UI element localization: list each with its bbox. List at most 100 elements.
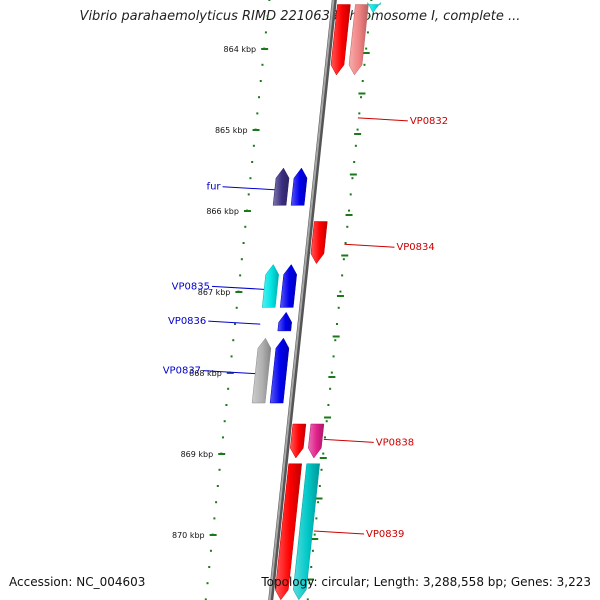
minor-tick-right [313, 533, 316, 536]
minor-tick-left [256, 112, 259, 115]
gene-arrow[interactable] [272, 167, 290, 206]
minor-tick-right [306, 598, 309, 600]
minor-dash-right [336, 295, 344, 297]
accession-value: NC_004603 [76, 575, 146, 589]
minor-tick-left [264, 31, 267, 34]
gene-arrow[interactable] [367, 1, 381, 13]
minor-tick-left [206, 582, 209, 585]
gene-label-leader [208, 320, 261, 325]
gene-arrow[interactable] [330, 4, 351, 76]
gene-label-leader [323, 438, 374, 443]
accession-label: Accession: [9, 575, 73, 589]
minor-dash-right [306, 578, 314, 581]
minor-tick-left [227, 387, 230, 390]
scale-tick-mark [261, 48, 269, 50]
gene-arrow[interactable] [310, 221, 328, 265]
minor-tick-left [268, 0, 271, 1]
minor-tick-right [329, 387, 332, 390]
gene-label[interactable]: VP0838 [376, 437, 414, 448]
scale-tick-mark [218, 453, 226, 455]
minor-dash-right [358, 92, 366, 95]
minor-tick-marks [204, 0, 373, 600]
minor-tick-right [327, 404, 330, 406]
minor-dash-right [341, 254, 349, 257]
scale-tick-label: 864 kbp [224, 45, 257, 54]
gene-label-leader [344, 243, 395, 248]
minor-tick-left [230, 355, 233, 358]
minor-tick-right [341, 274, 344, 277]
gene-arrow[interactable] [290, 423, 307, 459]
minor-tick-right [335, 323, 338, 325]
minor-tick-right [353, 161, 356, 163]
minor-tick-right [310, 566, 313, 568]
minor-tick-left [259, 80, 262, 82]
minor-dash-right [311, 538, 319, 540]
minor-tick-right [308, 582, 311, 585]
minor-tick-right [363, 63, 366, 66]
gene-label-leader [211, 285, 265, 290]
minor-tick-left [233, 323, 236, 325]
gene-arrow[interactable] [261, 264, 279, 308]
scale-tick-label: 870 kbp [172, 531, 205, 540]
scale-tick-label: 868 kbp [189, 369, 222, 378]
gene-label[interactable]: VP0837 [163, 366, 201, 377]
gene-label-leader [203, 370, 256, 375]
minor-tick-right [356, 128, 359, 131]
minor-tick-left [213, 517, 216, 520]
minor-tick-left [251, 161, 254, 163]
gene-label-leader [357, 117, 408, 122]
minor-tick-right [320, 468, 323, 471]
minor-tick-left [204, 598, 207, 600]
scale-tick-label: 869 kbp [181, 450, 214, 459]
gene-arrow[interactable] [277, 311, 292, 332]
gene-label[interactable]: fur [207, 182, 222, 193]
minor-tick-right [337, 306, 340, 309]
gene-arrow[interactable] [293, 463, 320, 600]
minor-tick-left [209, 549, 212, 552]
gene-label[interactable]: VP0839 [366, 529, 404, 540]
gene-label-leader [222, 186, 275, 191]
minor-tick-left [247, 193, 250, 196]
scale-tick-mark [226, 372, 234, 374]
minor-tick-right [323, 436, 326, 439]
minor-tick-left [216, 485, 219, 487]
topology-text: Topology: circular; Length: 3,288,558 bp… [261, 575, 591, 589]
minor-dash-right [354, 133, 362, 135]
gene-label[interactable]: VP0832 [410, 116, 448, 127]
minor-dash-right [345, 214, 353, 216]
minor-tick-right [315, 517, 318, 520]
gene-features [251, 1, 381, 600]
gene-arrow[interactable] [269, 337, 290, 404]
minor-tick-right [339, 290, 342, 293]
minor-tick-right [366, 31, 369, 34]
scale-tick-mark [209, 534, 217, 536]
minor-tick-right [358, 112, 361, 115]
minor-tick-right [351, 177, 354, 180]
accession-text: Accession: NC_004603 [9, 575, 145, 589]
minor-tick-right [317, 501, 320, 504]
scale-tick-label: 866 kbp [206, 207, 239, 216]
minor-tick-left [266, 15, 269, 18]
minor-tick-right [311, 549, 314, 552]
gene-arrow[interactable] [275, 463, 302, 600]
minor-dash-right [328, 376, 336, 378]
minor-tick-left [240, 258, 243, 261]
minor-tick-right [360, 96, 363, 99]
gene-label[interactable]: VP0836 [168, 316, 206, 327]
gene-label[interactable]: VP0834 [396, 242, 434, 253]
gene-label[interactable]: VP0835 [172, 281, 210, 292]
gene-arrow[interactable] [279, 264, 297, 308]
scale-tick-label: 867 kbp [198, 288, 231, 297]
map-title: Vibrio parahaemolyticus RIMD 2210633 chr… [79, 9, 521, 24]
minor-tick-left [249, 177, 252, 180]
gene-arrow[interactable] [308, 423, 325, 459]
minor-tick-left [218, 468, 221, 471]
gene-arrow[interactable] [251, 337, 272, 404]
scale-tick-label: 865 kbp [215, 126, 248, 135]
minor-tick-left [252, 144, 255, 147]
minor-tick-right [318, 485, 321, 487]
gene-arrow[interactable] [290, 167, 308, 206]
gene-arrow[interactable] [348, 4, 369, 76]
minor-tick-right [349, 193, 352, 196]
